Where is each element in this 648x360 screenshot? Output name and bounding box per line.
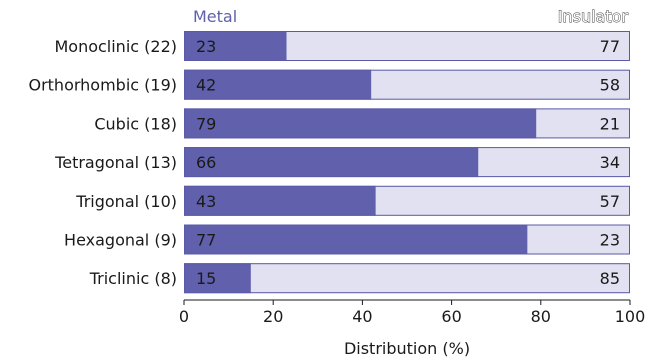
bar-metal: [184, 147, 479, 178]
bar-metal: [184, 108, 537, 139]
category-label: Triclinic (8): [89, 269, 177, 288]
category-label: Monoclinic (22): [54, 37, 177, 56]
bar-insulator: [375, 185, 630, 216]
x-tick-label: 20: [263, 307, 283, 326]
bar-metal: [184, 224, 528, 255]
x-tick-label: 80: [531, 307, 551, 326]
x-tick-label: 100: [615, 307, 646, 326]
category-label: Cubic (18): [94, 114, 177, 133]
x-axis-ticks: 0 20 40 60 80 100: [179, 300, 645, 326]
bar-insulator: [250, 263, 630, 294]
legend-insulator: Insulator: [558, 7, 629, 26]
insulator-value-label: 85: [600, 269, 620, 288]
x-tick-label: 0: [179, 307, 189, 326]
metal-value-label: 77: [196, 231, 216, 250]
metal-value-label: 23: [196, 37, 216, 56]
bar-metal: [184, 31, 287, 61]
value-labels: 23 77 42 58 79 21 66 34 43 57 77 23 15 85: [196, 37, 620, 288]
bar-insulator: [527, 224, 630, 255]
insulator-value-label: 21: [600, 114, 620, 133]
category-label: Hexagonal (9): [64, 231, 177, 250]
metal-value-label: 43: [196, 192, 216, 211]
insulator-value-label: 34: [600, 153, 620, 172]
bar-outline: [184, 108, 630, 139]
insulator-value-label: 77: [600, 37, 620, 56]
category-labels: Monoclinic (22) Orthorhombic (19) Cubic (1…: [28, 37, 177, 288]
bars-group: [184, 31, 630, 294]
bar-outline: [184, 69, 630, 100]
bar-outline: [184, 263, 630, 294]
bar-outline: [184, 31, 630, 61]
metal-value-label: 42: [196, 76, 216, 95]
x-tick-label: 60: [441, 307, 461, 326]
metal-value-label: 79: [196, 114, 216, 133]
legend-metal: Metal: [193, 7, 237, 26]
metal-value-label: 15: [196, 269, 216, 288]
bar-metal: [184, 185, 376, 216]
bar-outline: [184, 224, 630, 255]
bar-metal: [184, 69, 372, 100]
category-label: Trigonal (10): [75, 192, 177, 211]
bar-insulator: [371, 69, 630, 100]
metal-value-label: 66: [196, 153, 216, 172]
insulator-value-label: 57: [600, 192, 620, 211]
category-label: Tetragonal (13): [54, 153, 177, 172]
insulator-value-label: 23: [600, 231, 620, 250]
x-tick-label: 40: [352, 307, 372, 326]
bar-metal: [184, 263, 251, 294]
bar-insulator: [286, 31, 630, 61]
x-axis-title: Distribution (%): [344, 339, 470, 358]
bar-outline: [184, 185, 630, 216]
bar-outline: [184, 147, 630, 178]
category-label: Orthorhombic (19): [28, 76, 177, 95]
bar-insulator: [478, 147, 630, 178]
insulator-value-label: 58: [600, 76, 620, 95]
bar-insulator: [536, 108, 630, 139]
